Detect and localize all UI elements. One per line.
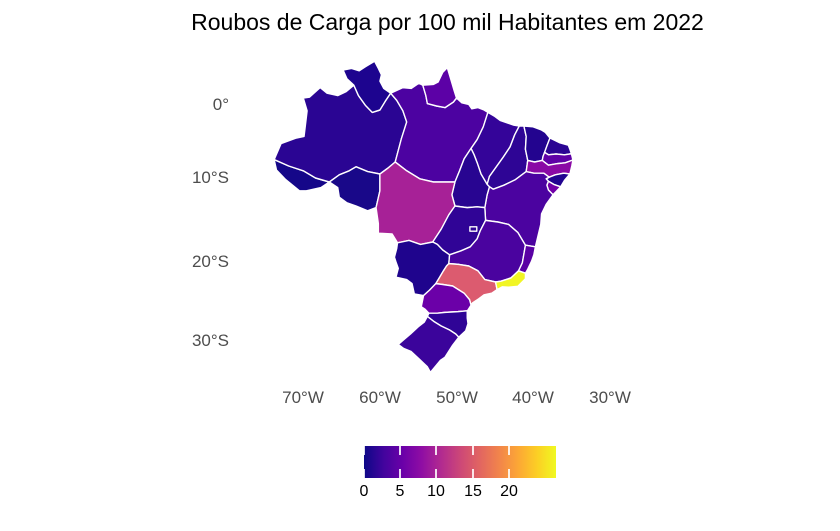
- legend-colorbar: [363, 446, 556, 478]
- legend-label-20: 20: [500, 483, 518, 500]
- x-axis-tick-40w: 40°W: [512, 388, 554, 407]
- legend-label-0: 0: [359, 483, 369, 500]
- legend-label-15: 15: [464, 483, 482, 500]
- x-axis-tick-60w: 60°W: [359, 388, 401, 407]
- state-df: [469, 226, 478, 232]
- legend-tick-mark-20: [507, 446, 510, 455]
- legend-tick-mark-0: [363, 446, 365, 455]
- plot-title: Roubos de Carga por 100 mil Habitantes e…: [191, 9, 704, 35]
- legend-tick-mark-10: [435, 469, 438, 478]
- state-ap: [422, 66, 458, 109]
- x-axis-tick-50w: 50°W: [436, 388, 478, 407]
- legend-tick-mark-20: [507, 469, 510, 478]
- y-axis-tick-0: 0°: [212, 95, 229, 114]
- y-axis-tick-20s: 20°S: [191, 252, 229, 271]
- brazil-choropleth-map: [273, 60, 574, 374]
- legend-label-10: 10: [427, 483, 445, 500]
- legend-tick-mark-15: [471, 446, 474, 455]
- state-rn: [543, 137, 573, 156]
- state-rj: [494, 270, 527, 291]
- x-axis-tick-30w: 30°W: [589, 388, 631, 407]
- y-axis-tick-30s: 30°S: [191, 331, 229, 350]
- state-rs: [397, 315, 460, 374]
- legend-tick-mark-10: [435, 446, 438, 455]
- legend-tick-mark-0: [363, 469, 365, 478]
- y-axis-tick-10s: 10°S: [191, 168, 229, 187]
- legend-tick-mark-5: [399, 446, 402, 455]
- x-axis-tick-70w: 70°W: [282, 388, 324, 407]
- legend-tick-mark-15: [471, 469, 474, 478]
- legend-label-5: 5: [395, 483, 405, 500]
- legend-tick-mark-5: [399, 469, 402, 478]
- state-rr: [342, 60, 392, 114]
